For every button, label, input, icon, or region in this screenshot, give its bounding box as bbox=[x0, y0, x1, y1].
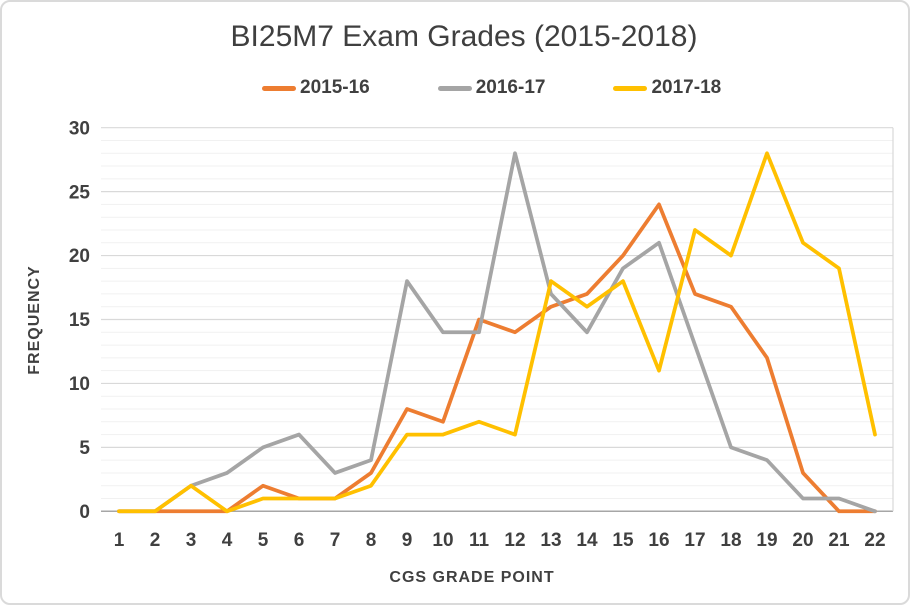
x-tick-label: 15 bbox=[612, 530, 634, 551]
x-tick-label: 6 bbox=[294, 530, 305, 551]
series-line-2015-16 bbox=[117, 202, 877, 514]
x-tick-label: 8 bbox=[366, 530, 377, 551]
legend: 2015-16 2016-17 2017-18 bbox=[262, 74, 721, 102]
legend-item-2016-17: 2016-17 bbox=[437, 77, 546, 99]
series-line-2017-18 bbox=[117, 151, 877, 514]
x-tick-label: 10 bbox=[432, 530, 453, 551]
legend-label-2017-18: 2017-18 bbox=[651, 77, 722, 98]
x-tick-label: 4 bbox=[222, 530, 233, 551]
y-tick-label: 30 bbox=[69, 118, 90, 139]
legend-swatch-2015-16 bbox=[262, 85, 296, 91]
x-tick-label: 14 bbox=[576, 530, 598, 551]
x-tick-label: 17 bbox=[684, 530, 705, 551]
x-axis-title: CGS GRADE POINT bbox=[389, 569, 555, 586]
x-tick-label: 22 bbox=[864, 530, 885, 551]
y-tick-label: 20 bbox=[69, 246, 90, 267]
legend-label-2015-16: 2015-16 bbox=[300, 77, 370, 98]
x-tick-label: 12 bbox=[504, 530, 525, 551]
x-tick-label: 18 bbox=[720, 530, 741, 551]
x-tick-label: 3 bbox=[186, 530, 197, 551]
y-tick-label: 0 bbox=[79, 502, 90, 523]
legend-item-2017-18: 2017-18 bbox=[613, 77, 721, 99]
x-tick-label: 13 bbox=[540, 530, 561, 551]
series-line-2016-17 bbox=[117, 151, 877, 514]
y-tick-label: 15 bbox=[69, 310, 91, 331]
legend-swatch-2017-18 bbox=[613, 85, 648, 91]
x-tick-label: 2 bbox=[150, 530, 161, 551]
legend-swatch-2016-17 bbox=[437, 85, 472, 91]
x-tick-label: 21 bbox=[828, 530, 850, 551]
legend-label-2016-17: 2016-17 bbox=[475, 77, 546, 98]
y-tick-label: 25 bbox=[69, 182, 91, 203]
x-tick-label: 20 bbox=[792, 530, 813, 551]
y-tick-label: 5 bbox=[79, 438, 90, 459]
y-tick-label: 10 bbox=[69, 374, 90, 395]
x-tick-label: 7 bbox=[330, 530, 341, 551]
x-tick-label: 19 bbox=[756, 530, 777, 551]
x-tick-label: 9 bbox=[402, 530, 413, 551]
legend-item-2015-16: 2015-16 bbox=[262, 77, 370, 99]
x-tick-label: 5 bbox=[258, 530, 269, 551]
x-tick-label: 11 bbox=[469, 530, 490, 551]
chart-title: BI25M7 Exam Grades (2015-2018) bbox=[230, 20, 698, 53]
x-tick-label: 1 bbox=[114, 530, 125, 551]
x-tick-label: 16 bbox=[648, 530, 669, 551]
